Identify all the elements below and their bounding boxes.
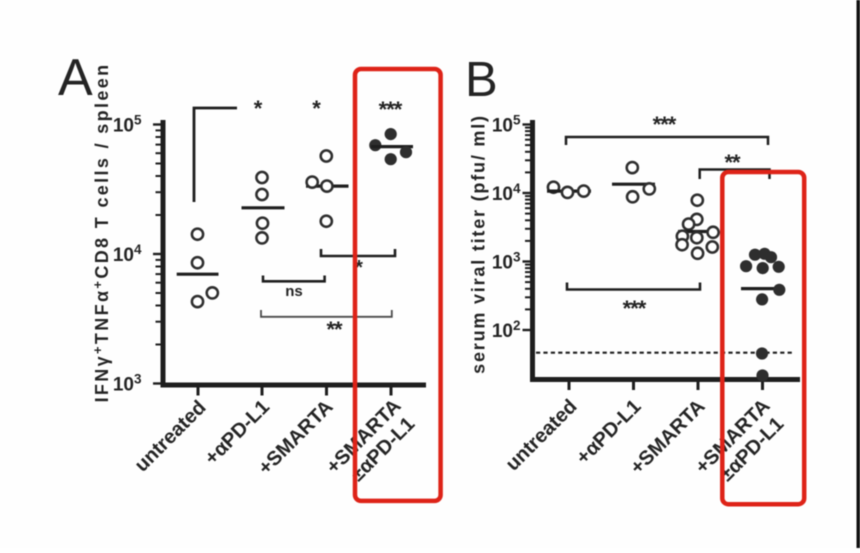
svg-text:ns: ns [285, 283, 303, 300]
svg-text:***: *** [623, 296, 647, 321]
svg-text:10: 10 [113, 116, 134, 137]
svg-text:3: 3 [513, 250, 521, 265]
svg-text:3: 3 [134, 372, 142, 387]
svg-text:4: 4 [134, 242, 142, 257]
svg-text:***: *** [653, 112, 677, 137]
svg-text:B: B [465, 53, 498, 107]
svg-text:10: 10 [492, 184, 513, 205]
svg-text:5: 5 [134, 113, 142, 128]
svg-text:2: 2 [513, 318, 521, 333]
svg-text:4: 4 [513, 181, 521, 196]
svg-text:***: *** [379, 97, 403, 122]
svg-text:A: A [58, 49, 93, 107]
svg-text:10: 10 [113, 375, 134, 396]
svg-text:10: 10 [492, 116, 513, 137]
svg-text:**: ** [326, 317, 343, 342]
svg-text:serum viral titer (pfu/ ml): serum viral titer (pfu/ ml) [469, 114, 489, 374]
svg-text:10: 10 [492, 253, 513, 274]
svg-text:5: 5 [513, 113, 521, 128]
svg-text:10: 10 [492, 321, 513, 342]
svg-text:10: 10 [113, 245, 134, 266]
